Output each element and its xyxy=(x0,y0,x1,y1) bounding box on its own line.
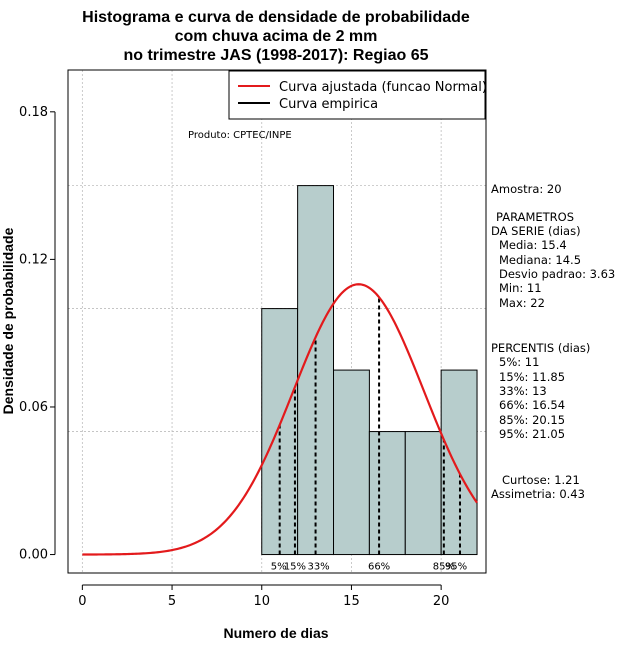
legend: Curva ajustada (funcao Normal) Curva emp… xyxy=(228,70,487,120)
product-credit: Produto: CPTEC/INPE xyxy=(188,130,292,141)
percentile-lines: 5%15% 33% 66% 85%95% xyxy=(271,297,467,573)
legend-box xyxy=(228,70,486,120)
stat-amostra: Amostra: 20 xyxy=(491,182,562,196)
histogram-bar-5 xyxy=(440,369,478,556)
stat-mediana: Mediana: 14.5 xyxy=(499,253,581,267)
percentile-label-4: 85% xyxy=(433,562,455,573)
stat-desvio: Desvio padrao: 3.63 xyxy=(499,267,615,281)
histogram-bar-2 xyxy=(333,369,370,556)
stat-media: Media: 15.4 xyxy=(499,238,567,252)
stats-panel: Amostra: 20 PARAMETROS DA SERIE (dias) M… xyxy=(491,182,615,501)
y-tick-label-0: 0.00 xyxy=(19,548,48,563)
x-tick-label-0: 0 xyxy=(78,594,86,609)
percentile-label-2: 33% xyxy=(307,562,329,573)
normal-curve-group xyxy=(82,283,478,556)
chart-title-line-2: com chuva acima de 2 mm xyxy=(175,28,378,45)
stat-p66: 66%: 16.54 xyxy=(499,398,565,412)
x-tick-label-3: 15 xyxy=(343,594,360,609)
y-tick-label-2: 0.12 xyxy=(19,252,48,267)
stat-parametros-title-2: DA SERIE (dias) xyxy=(491,224,581,238)
x-tick-label-2: 10 xyxy=(253,594,270,609)
percentile-label-5: 95% xyxy=(445,562,467,573)
y-tick-label-3: 0.18 xyxy=(19,105,48,120)
stat-min: Min: 11 xyxy=(499,281,542,295)
stat-p15: 15%: 11.85 xyxy=(499,370,565,384)
stat-max: Max: 22 xyxy=(499,296,545,310)
histogram-bar-4 xyxy=(404,431,442,556)
stat-percentis-title: PERCENTIS (dias) xyxy=(491,341,590,355)
plot-frame xyxy=(67,69,487,574)
stat-p5: 5%: 11 xyxy=(499,355,539,369)
x-tick-label-1: 5 xyxy=(168,594,176,609)
percentile-label-0: 5% xyxy=(271,562,287,573)
histogram-bar-3 xyxy=(368,431,406,556)
legend-label-empirica: Curva empirica xyxy=(279,97,378,112)
stat-assimetria: Assimetria: 0.43 xyxy=(491,487,585,501)
histogram-bars xyxy=(261,185,478,556)
stat-p95: 95%: 21.05 xyxy=(499,427,565,441)
x-tick-label-4: 20 xyxy=(433,594,450,609)
stat-p85: 85%: 20.15 xyxy=(499,413,565,427)
y-axis-title: Densidade de probabilidade xyxy=(0,227,16,414)
x-axis-title: Numero de dias xyxy=(223,625,328,641)
legend-label-normal: Curva ajustada (funcao Normal) xyxy=(279,80,487,95)
percentile-label-3: 66% xyxy=(368,562,390,573)
stat-parametros-title-1: PARAMETROS xyxy=(496,210,574,224)
axes: 0.00 0.06 0.12 0.18 0 5 10 15 20 xyxy=(19,105,449,609)
percentile-label-1: 15% xyxy=(284,562,306,573)
stat-p33: 33%: 13 xyxy=(499,384,547,398)
stat-curtose: Curtose: 1.21 xyxy=(502,473,580,487)
chart-title-line-3: no trimestre JAS (1998-2017): Regiao 65 xyxy=(123,47,428,64)
chart-title-line-1: Histograma e curva de densidade de proba… xyxy=(82,9,470,26)
y-tick-label-1: 0.06 xyxy=(19,400,48,415)
normal-curve xyxy=(82,283,478,556)
